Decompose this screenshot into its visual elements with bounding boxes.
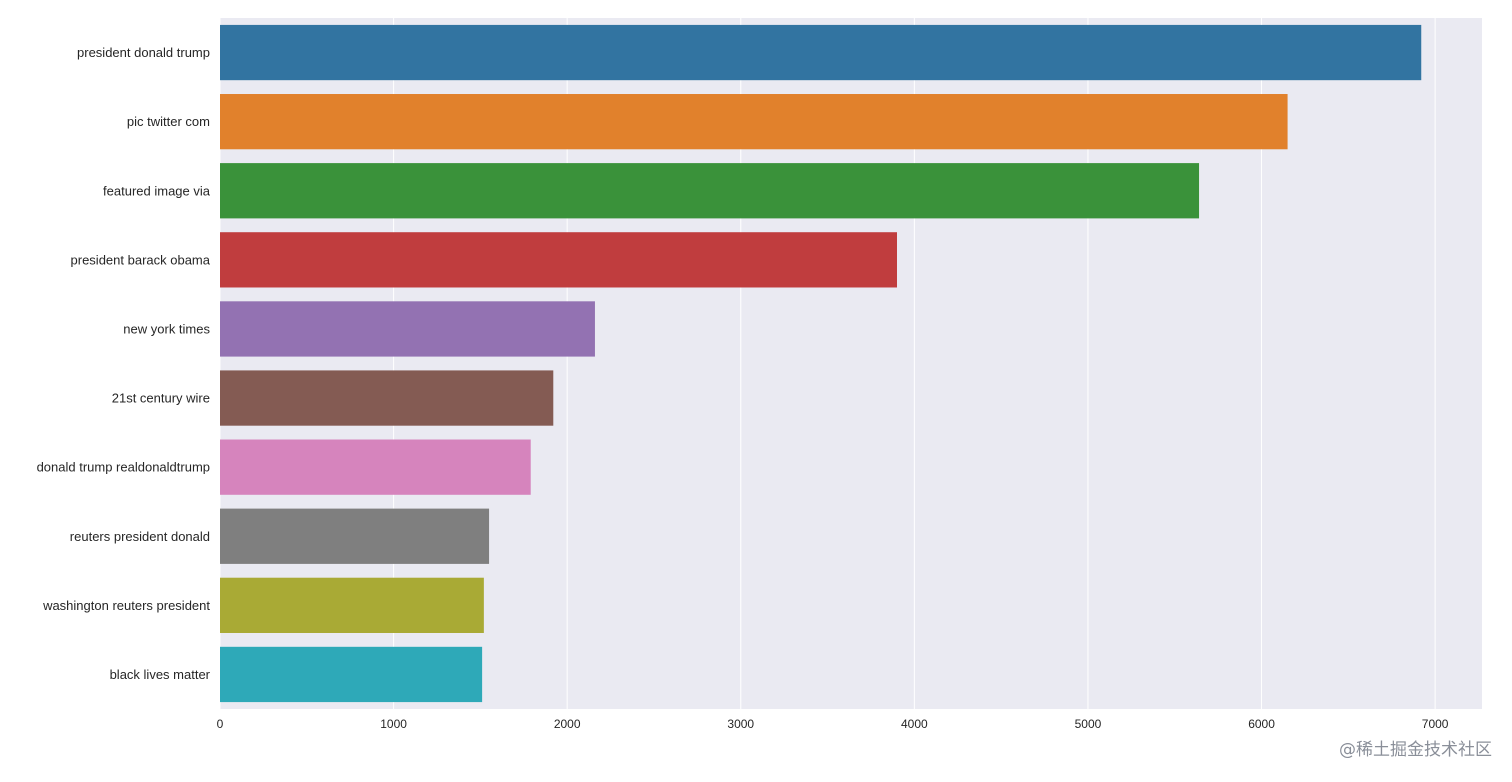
- category-label: washington reuters president: [42, 598, 210, 613]
- category-label: reuters president donald: [70, 529, 210, 544]
- category-label: donald trump realdonaldtrump: [37, 460, 210, 475]
- x-tick-label: 6000: [1248, 717, 1275, 731]
- x-tick-label: 4000: [901, 717, 928, 731]
- x-tick-label: 0: [217, 717, 224, 731]
- x-tick-label: 1000: [380, 717, 407, 731]
- x-tick-label: 7000: [1422, 717, 1449, 731]
- bar: [220, 439, 531, 495]
- x-tick-labels: 0 1000 2000 3000 4000 5000 6000 7000: [217, 717, 1449, 731]
- category-labels: president donald trump pic twitter com fea…: [37, 45, 211, 682]
- bars: [220, 24, 1422, 703]
- x-tick-label: 3000: [727, 717, 754, 731]
- category-label: new york times: [123, 321, 210, 336]
- bar: [220, 508, 490, 564]
- x-tick-label: 2000: [554, 717, 581, 731]
- bar: [220, 232, 898, 288]
- bar: [220, 646, 483, 703]
- bar: [220, 370, 554, 426]
- bar: [220, 163, 1200, 219]
- x-tick-label: 5000: [1075, 717, 1102, 731]
- category-label: president barack obama: [71, 252, 211, 267]
- category-label: 21st century wire: [112, 391, 210, 406]
- watermark: @稀土掘金技术社区: [1339, 740, 1492, 760]
- bar: [220, 301, 595, 357]
- category-label: black lives matter: [110, 667, 211, 682]
- bar: [220, 577, 484, 633]
- category-label: pic twitter com: [127, 114, 210, 129]
- category-label: president donald trump: [77, 45, 210, 60]
- bar: [220, 24, 1422, 81]
- category-label: featured image via: [103, 183, 211, 198]
- bar: [220, 94, 1288, 150]
